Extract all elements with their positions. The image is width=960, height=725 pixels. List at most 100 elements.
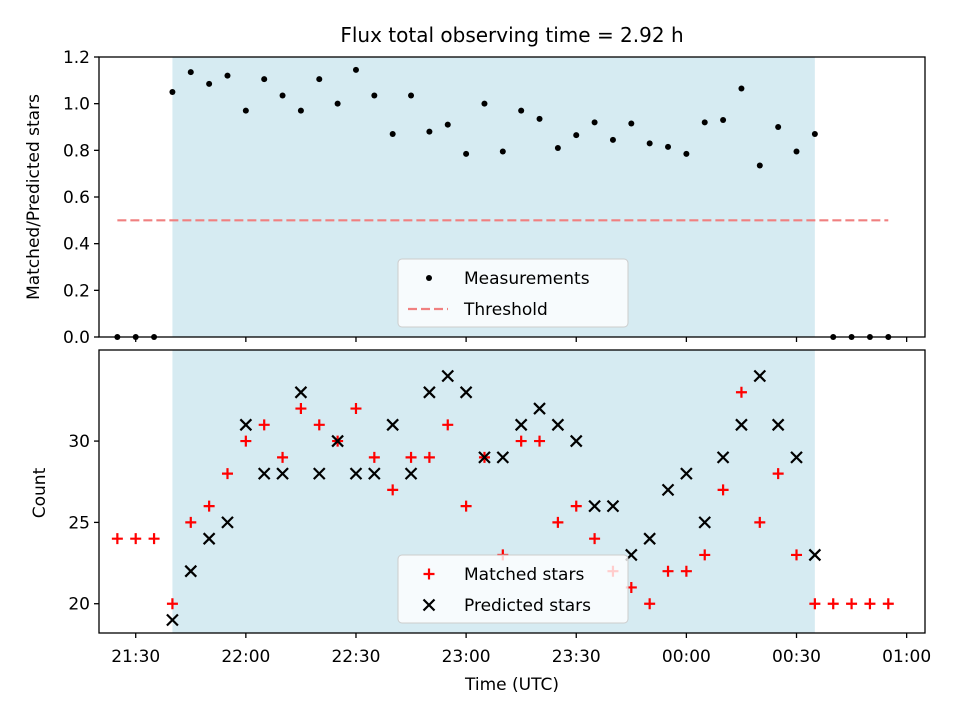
predicted-star-point (294, 386, 308, 399)
measurement-point (683, 150, 690, 157)
measurement-point (444, 121, 451, 128)
measurement-point (793, 148, 800, 155)
measurement-point (573, 132, 580, 139)
x-tick-label: 00:00 (662, 647, 711, 667)
predicted-star-point (661, 483, 675, 497)
bottom-y-axis-label: Count (30, 467, 50, 518)
measurement-point (352, 66, 359, 73)
matched-star-point (735, 386, 747, 398)
matched-star-point (277, 451, 289, 463)
predicted-star-point (808, 548, 822, 562)
measurement-point (408, 92, 415, 99)
measurement-point (187, 69, 194, 76)
predicted-star-point (202, 532, 216, 545)
measurement-point (297, 107, 304, 114)
x-tick-label: 22:00 (221, 647, 270, 667)
x-tick-label: 00:30 (772, 647, 821, 667)
matched-star-point (827, 598, 839, 610)
y-tick-label-top: 0.2 (63, 281, 90, 301)
matched-star-point (130, 533, 142, 545)
predicted-star-point (331, 434, 344, 448)
matched-star-point (368, 451, 380, 463)
predicted-star-point (221, 516, 234, 529)
matched-star-point (534, 435, 546, 447)
predicted-star-point (478, 451, 491, 464)
matched-star-point (295, 403, 307, 415)
measurement-point (334, 100, 341, 107)
measurement-point (738, 85, 745, 92)
legend-box (397, 258, 629, 328)
x-axis-label: Time (UTC) (464, 675, 559, 695)
matched-star-point (699, 549, 711, 561)
y-tick-label-top: 0.6 (63, 188, 90, 208)
measurement-point (499, 148, 506, 155)
measurement-point (536, 115, 543, 122)
matched-star-point (552, 516, 564, 528)
matched-star-point (240, 435, 252, 447)
panel-bottom: 20 25 30 21:30 22:00 22:30 23:00 23:30 00:00 00:3… (68, 349, 931, 667)
predicted-star-point (716, 451, 730, 464)
legend-measurement-symbol (426, 275, 432, 281)
y-tick-label-top: 1.2 (63, 48, 90, 68)
measurement-point (389, 131, 396, 137)
matched-star-point (882, 598, 894, 610)
matched-star-point (405, 451, 417, 463)
measurement-point (701, 119, 708, 126)
measurement-point (609, 136, 616, 143)
panel-top: 0.0 0.2 0.4 0.6 0.8 1.0 1.2 Measurements Thresho… (63, 48, 926, 348)
legend-matched-symbol (423, 568, 435, 580)
matched-star-point (423, 451, 435, 463)
predicted-star-point (514, 418, 528, 432)
y-tick-label-bottom: 20 (68, 595, 90, 615)
predicted-star-point (184, 564, 198, 578)
predicted-star-point (533, 402, 546, 415)
predicted-star-point (698, 516, 712, 529)
measurement-point (224, 72, 231, 79)
legend-label: Predicted stars (464, 596, 591, 616)
measurement-point (646, 140, 653, 147)
measurement-point (775, 124, 782, 130)
legend-label: Measurements (464, 269, 590, 289)
matched-star-point (570, 500, 582, 512)
legend-top: Measurements Threshold (397, 258, 629, 328)
y-tick-label-top: 0.4 (63, 235, 90, 255)
matched-star-point (442, 419, 454, 431)
axes-frame-bottom (98, 349, 926, 634)
measurement-point (756, 162, 763, 169)
measurement-point (811, 131, 818, 137)
series-top-0 (114, 66, 892, 340)
predicted-star-point (239, 418, 253, 432)
predicted-star-point (368, 467, 381, 480)
chart-title: Flux total observing time = 2.92 h (340, 23, 683, 47)
matched-star-point (258, 419, 270, 431)
matched-star-point (148, 533, 160, 545)
predicted-star-point (257, 467, 271, 480)
matched-star-point (809, 598, 821, 610)
predicted-star-point (771, 418, 785, 432)
legend-box (397, 554, 629, 624)
predicted-star-point (753, 369, 767, 383)
predicted-star-point (735, 418, 748, 432)
measurement-point (518, 107, 525, 114)
matched-star-point (350, 403, 362, 415)
measurement-point (261, 76, 268, 83)
matched-star-point (166, 598, 178, 610)
predicted-star-point (790, 451, 803, 464)
matched-star-point (717, 484, 729, 496)
matched-star-point (680, 565, 692, 577)
measurement-point (481, 100, 488, 107)
measurement-point (554, 145, 561, 151)
axes-frame-top (98, 56, 926, 338)
measurement-point (316, 76, 323, 83)
matched-star-point (791, 549, 803, 561)
legend-label: Threshold (463, 300, 548, 320)
x-tick-label: 23:00 (442, 647, 491, 667)
measurement-point (665, 143, 672, 150)
y-tick-label-top: 0.8 (63, 141, 90, 161)
predicted-star-point (680, 467, 693, 480)
measurement-point (591, 119, 598, 126)
matched-star-point (221, 468, 233, 480)
measurement-point (463, 150, 470, 157)
matched-star-point (313, 419, 325, 431)
